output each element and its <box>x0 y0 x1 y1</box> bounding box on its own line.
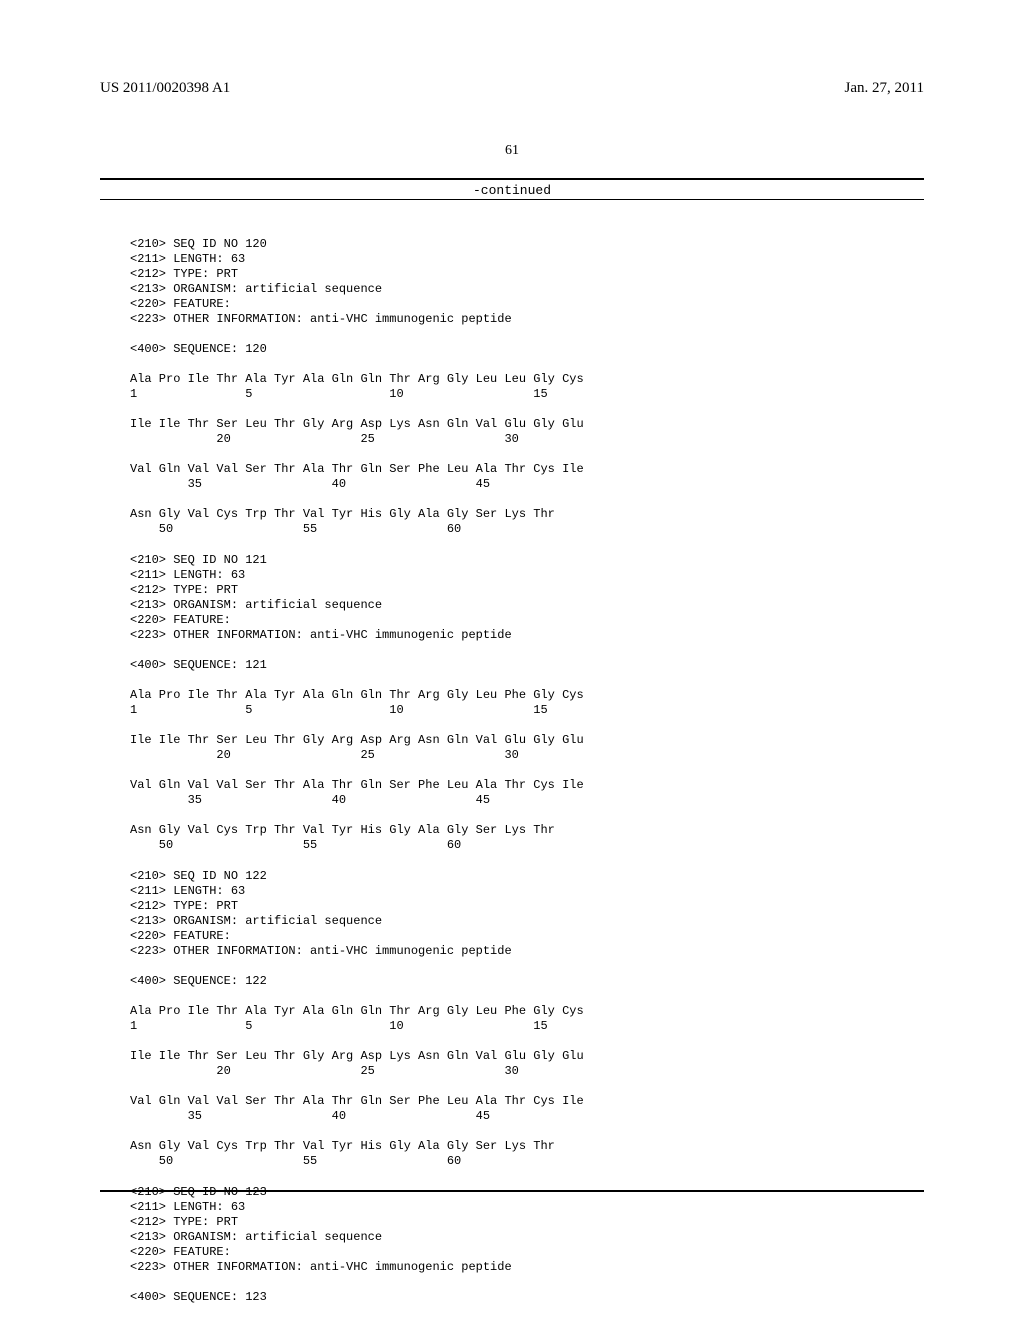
publication-date: Jan. 27, 2011 <box>845 80 924 97</box>
continued-label: -continued <box>0 183 1024 198</box>
divider-mid <box>100 199 924 200</box>
page-header: US 2011/0020398 A1 Jan. 27, 2011 <box>0 80 1024 97</box>
divider-top <box>100 178 924 180</box>
sequence-block: <210> SEQ ID NO 120 <211> LENGTH: 63 <21… <box>130 237 584 537</box>
page-number: 61 <box>0 143 1024 159</box>
sequence-block: <210> SEQ ID NO 122 <211> LENGTH: 63 <21… <box>130 869 584 1169</box>
divider-bottom <box>100 1190 924 1192</box>
sequence-block-truncated: <210> SEQ ID NO 123 <211> LENGTH: 63 <21… <box>130 1185 512 1305</box>
publication-number: US 2011/0020398 A1 <box>100 80 230 97</box>
sequence-block: <210> SEQ ID NO 121 <211> LENGTH: 63 <21… <box>130 553 584 853</box>
patent-page: US 2011/0020398 A1 Jan. 27, 2011 61 -con… <box>0 0 1024 1320</box>
